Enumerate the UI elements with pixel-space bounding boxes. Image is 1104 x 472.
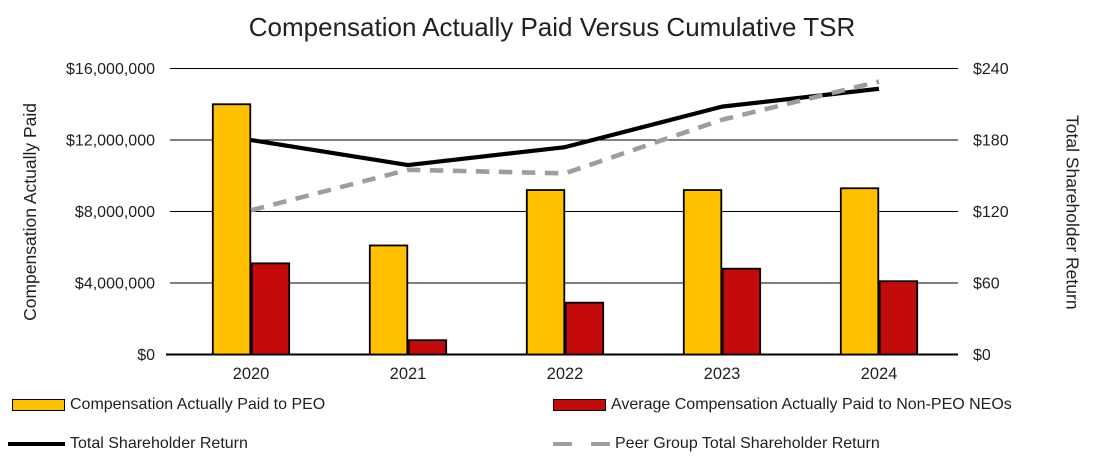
right-tick-label: $120 — [973, 204, 1009, 221]
year-label-2022: 2022 — [547, 365, 584, 383]
legend-item-peo: Compensation Actually Paid to PEO — [12, 396, 325, 414]
bar-non_peo-2022 — [564, 301, 605, 356]
right-tick-label: $60 — [973, 276, 1000, 293]
bar-non_peo-2023 — [721, 267, 762, 356]
legend-swatch-peer-tsr-dashes — [553, 441, 610, 447]
bar-non_peo-2024 — [878, 280, 919, 356]
year-label-2021: 2021 — [390, 365, 427, 383]
legend-label-peer-tsr: Peer Group Total Shareholder Return — [615, 435, 880, 452]
bar-peo-2022 — [525, 189, 566, 356]
bar-peo-2021 — [368, 244, 409, 356]
line-tsr — [250, 86, 880, 168]
chart-title: Compensation Actually Paid Versus Cumula… — [248, 12, 856, 42]
peer-dash-2 — [591, 441, 610, 447]
legend-label-peo: Compensation Actually Paid to PEO — [70, 396, 326, 413]
year-label-2023: 2023 — [704, 365, 741, 383]
year-label-2024: 2024 — [861, 365, 898, 383]
line-peer_tsr — [250, 79, 880, 213]
left-tick-label: $4,000,000 — [75, 276, 155, 293]
bar-peo-2023 — [682, 189, 723, 356]
legend-item-peer-tsr: Peer Group Total Shareholder Return — [553, 435, 880, 453]
legend-item-non-peo: Average Compensation Actually Paid to No… — [553, 396, 1012, 414]
peer-dash-1 — [553, 441, 572, 447]
left-tick-label: $8,000,000 — [75, 204, 155, 221]
legend-swatch-tsr-line — [8, 441, 65, 447]
bar-non_peo-2020 — [250, 262, 291, 356]
legend-item-tsr: Total Shareholder Return — [8, 435, 248, 453]
right-tick-label: $0 — [973, 347, 991, 364]
right-tick-label: $240 — [973, 61, 1009, 78]
bar-peo-2020 — [211, 103, 252, 356]
year-label-2020: 2020 — [233, 365, 270, 383]
legend-swatch-peo-bar — [12, 399, 65, 411]
bar-peo-2024 — [839, 187, 880, 356]
right-axis-title-text: Total Shareholder Return — [1062, 114, 1083, 310]
left-tick-label: $0 — [137, 347, 155, 364]
legend-swatch-non-peo-bar — [553, 399, 606, 411]
right-axis-title: Total Shareholder Return — [1058, 62, 1086, 362]
bar-non_peo-2021 — [407, 339, 448, 356]
legend-label-tsr: Total Shareholder Return — [70, 435, 248, 452]
right-tick-label: $180 — [973, 133, 1009, 150]
legend-label-non-peo: Average Compensation Actually Paid to No… — [611, 396, 1012, 413]
left-tick-label: $12,000,000 — [66, 133, 155, 150]
left-tick-label: $16,000,000 — [66, 61, 155, 78]
